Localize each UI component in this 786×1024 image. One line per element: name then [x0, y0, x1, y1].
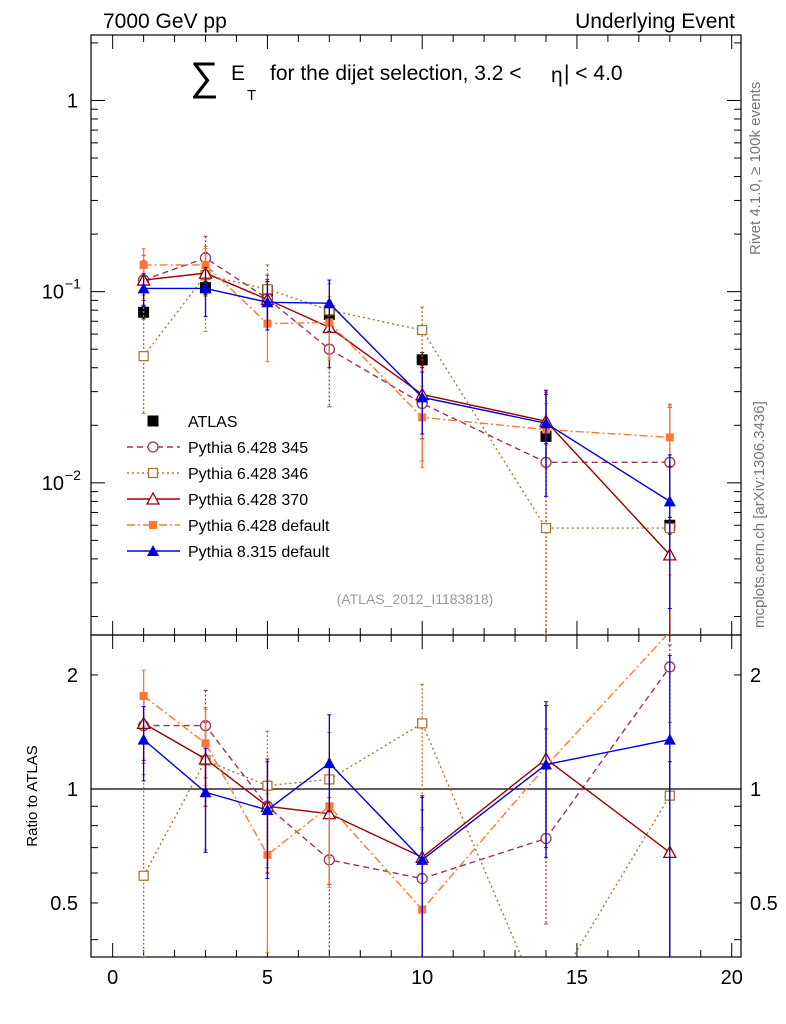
- ratio-series-line: [143, 738, 670, 861]
- main-point: [417, 324, 428, 336]
- xtick-label: 0: [107, 967, 118, 989]
- main-series-line: [143, 264, 670, 439]
- ratio-series-layer: [136, 635, 677, 957]
- analysis-label: (ATLAS_2012_I1183818): [337, 591, 494, 607]
- ratio-ytick-label-right: 1: [750, 779, 761, 801]
- main-point: [540, 417, 552, 429]
- ratio-point: [323, 757, 336, 769]
- ratio-ytick-label: 2: [67, 665, 78, 687]
- ratio-point: [540, 758, 552, 770]
- main-series-pythia-8-315-default: [137, 266, 676, 610]
- header-left: 7000 GeV pp: [103, 10, 227, 33]
- ratio-ytick-label-right: 0.5: [750, 893, 778, 915]
- legend-marker: [149, 521, 157, 529]
- title-text-1: for the dijet selection, 3.2 <: [270, 62, 522, 85]
- ratio-ytick-label-right: 2: [750, 665, 761, 687]
- header-right: Underlying Event: [575, 10, 735, 33]
- legend-item: Pythia 6.428 345: [127, 440, 308, 457]
- ratio-point: [139, 691, 148, 700]
- main-axis-ticks: 10 −210 −11: [42, 35, 741, 635]
- legend-label: Pythia 8.315 default: [188, 544, 330, 561]
- legend-label: Pythia 6.428 default: [188, 518, 330, 535]
- ratio-point: [663, 733, 676, 745]
- legend-marker: [145, 491, 161, 505]
- main-point: [137, 282, 150, 294]
- title-text-2: | < 4.0: [564, 62, 623, 85]
- legend-label: Pythia 6.428 345: [188, 440, 308, 457]
- legend-item: Pythia 6.428 346: [127, 466, 308, 483]
- legend-marker: [147, 467, 159, 479]
- ratio-clipped-series: [136, 635, 677, 957]
- ratio-series-pythia-6-428-default: [139, 635, 668, 957]
- legend-item: Pythia 8.315 default: [127, 544, 330, 561]
- legend-item: Pythia 6.428 default: [127, 518, 330, 535]
- ratio-series-line: [143, 635, 668, 911]
- main-point: [199, 282, 212, 294]
- main-clipped-series: [136, 235, 677, 635]
- ratio-point: [416, 853, 429, 865]
- ratio-series-pythia-6-428-346: [138, 683, 675, 957]
- main-point: [201, 260, 210, 269]
- ratio-panel-frame: [90, 634, 742, 958]
- legend-marker: [147, 441, 159, 453]
- title-t-subscript: T: [247, 87, 256, 104]
- legend-item: ATLAS: [147, 414, 238, 431]
- main-point: [139, 260, 148, 269]
- main-ytick-label: 1: [67, 90, 78, 112]
- legend-item: Pythia 6.428 370: [127, 491, 308, 509]
- main-point: [663, 495, 676, 507]
- ratio-point: [201, 739, 210, 748]
- main-series-line: [143, 257, 670, 464]
- main-series-pythia-6-428-345: [137, 235, 676, 635]
- ratio-axis-ticks: 0.5 0.51 12 20 5 10 15 20: [50, 635, 778, 989]
- ratio-series-pythia-6-428-345: [137, 644, 676, 957]
- xtick-label: 15: [566, 967, 588, 989]
- ratio-ytick-label: 1: [67, 779, 78, 801]
- main-series-layer: [136, 235, 677, 635]
- legend-label: Pythia 6.428 370: [188, 492, 308, 509]
- legend-label: Pythia 6.428 346: [188, 466, 308, 483]
- ratio-point: [261, 803, 274, 815]
- title-eta: η: [551, 64, 563, 87]
- legend-marker: [147, 415, 159, 427]
- xtick-label: 5: [262, 967, 273, 989]
- legend-label: ATLAS: [188, 414, 238, 431]
- legend: ATLAS Pythia 6.428 345 Pythia 6.428 346 Pyt…: [127, 414, 330, 561]
- ratio-point: [138, 870, 149, 881]
- main-point: [323, 297, 336, 309]
- rivet-version-label: Rivet 4.1.0, ≥ 100k events: [747, 82, 764, 255]
- title-e: E: [231, 62, 245, 85]
- main-ytick-exponent: −2: [65, 467, 81, 483]
- xtick-label: 20: [721, 967, 743, 989]
- main-point: [261, 296, 274, 308]
- ratio-point: [137, 733, 150, 745]
- legend-marker: [147, 545, 159, 556]
- main-ytick-label: 10: [42, 473, 64, 495]
- ratio-series-pythia-8-315-default: [137, 655, 676, 957]
- title-sum-symbol: ∑: [190, 55, 219, 99]
- ratio-point: [417, 718, 428, 729]
- main-ytick-label: 10: [42, 282, 64, 304]
- mcplots-label: mcplots.cern.ch [arXiv:1306.3436]: [751, 401, 768, 628]
- plot-title: ∑ E T for the dijet selection, 3.2 < η |…: [190, 55, 623, 104]
- main-point: [665, 433, 674, 442]
- ratio-series-line: [143, 722, 671, 957]
- ratio-series-line: [143, 722, 671, 859]
- main-point: [138, 350, 149, 362]
- ratio-ylabel: Ratio to ATLAS: [24, 745, 41, 846]
- main-point: [416, 391, 429, 403]
- main-series-line: [143, 274, 670, 529]
- main-point: [540, 522, 552, 534]
- main-ytick-exponent: −1: [65, 276, 81, 292]
- ratio-ytick-label: 0.5: [50, 893, 78, 915]
- ratio-point: [199, 786, 212, 798]
- xtick-label: 10: [411, 967, 433, 989]
